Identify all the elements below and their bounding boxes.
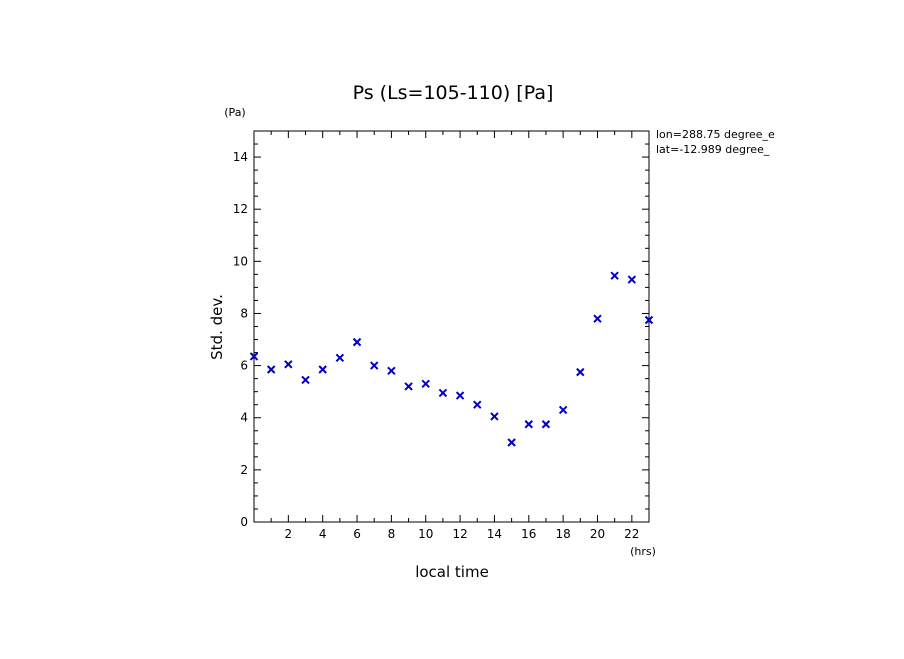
data-point xyxy=(370,361,379,370)
y-tick-label: 0 xyxy=(240,515,248,529)
data-point xyxy=(404,382,413,391)
x-tick-label: 2 xyxy=(285,527,293,541)
plot-frame xyxy=(253,130,650,523)
x-tick-label: 6 xyxy=(353,527,361,541)
data-point xyxy=(335,353,345,362)
data-point xyxy=(610,271,619,280)
y-tick-label: 14 xyxy=(233,150,248,164)
data-point xyxy=(473,400,482,409)
y-unit-label: (Pa) xyxy=(224,106,245,119)
data-point xyxy=(558,405,568,415)
data-point xyxy=(318,365,327,374)
x-unit-label: (hrs) xyxy=(630,545,656,558)
y-tick-label: 4 xyxy=(240,411,248,425)
data-point xyxy=(507,438,516,447)
data-point xyxy=(266,365,276,374)
data-point xyxy=(593,314,602,323)
chart-title: Ps (Ls=105-110) [Pa] xyxy=(353,82,554,104)
x-tick-label: 16 xyxy=(521,527,536,541)
data-point xyxy=(627,275,637,284)
data-point xyxy=(352,337,362,347)
annotation-lat: lat=-12.989 degree_ xyxy=(656,143,770,156)
y-tick-label: 6 xyxy=(240,359,248,373)
y-axis-label: Std. dev. xyxy=(208,294,226,360)
data-point xyxy=(284,360,293,369)
x-tick-label: 18 xyxy=(555,527,570,541)
y-tick-label: 12 xyxy=(233,202,248,216)
data-point xyxy=(301,375,310,385)
annotation-lon: lon=288.75 degree_e xyxy=(656,128,775,141)
x-tick-label: 22 xyxy=(624,527,639,541)
axis-ticks: 2 4 6 8 10 12 14 16 18 20 22 0 2 4 6 8 10 12 14 xyxy=(233,131,649,541)
data-point xyxy=(249,352,259,361)
x-tick-label: 8 xyxy=(388,527,396,541)
data-points xyxy=(249,271,654,447)
data-point xyxy=(455,391,465,400)
x-tick-label: 14 xyxy=(487,527,502,541)
y-tick-label: 10 xyxy=(233,254,248,268)
x-tick-label: 20 xyxy=(590,527,605,541)
data-point xyxy=(644,315,654,325)
x-tick-label: 12 xyxy=(452,527,467,541)
y-tick-label: 2 xyxy=(240,463,248,477)
x-tick-label: 4 xyxy=(319,527,327,541)
x-axis-label: local time xyxy=(415,563,489,581)
data-point xyxy=(524,420,533,429)
x-tick-label: 10 xyxy=(418,527,433,541)
data-point xyxy=(387,366,396,376)
data-point xyxy=(421,379,430,389)
data-point xyxy=(490,412,499,421)
y-tick-label: 8 xyxy=(240,306,248,320)
data-point xyxy=(541,420,551,429)
data-point xyxy=(576,367,585,377)
data-point xyxy=(438,388,448,398)
